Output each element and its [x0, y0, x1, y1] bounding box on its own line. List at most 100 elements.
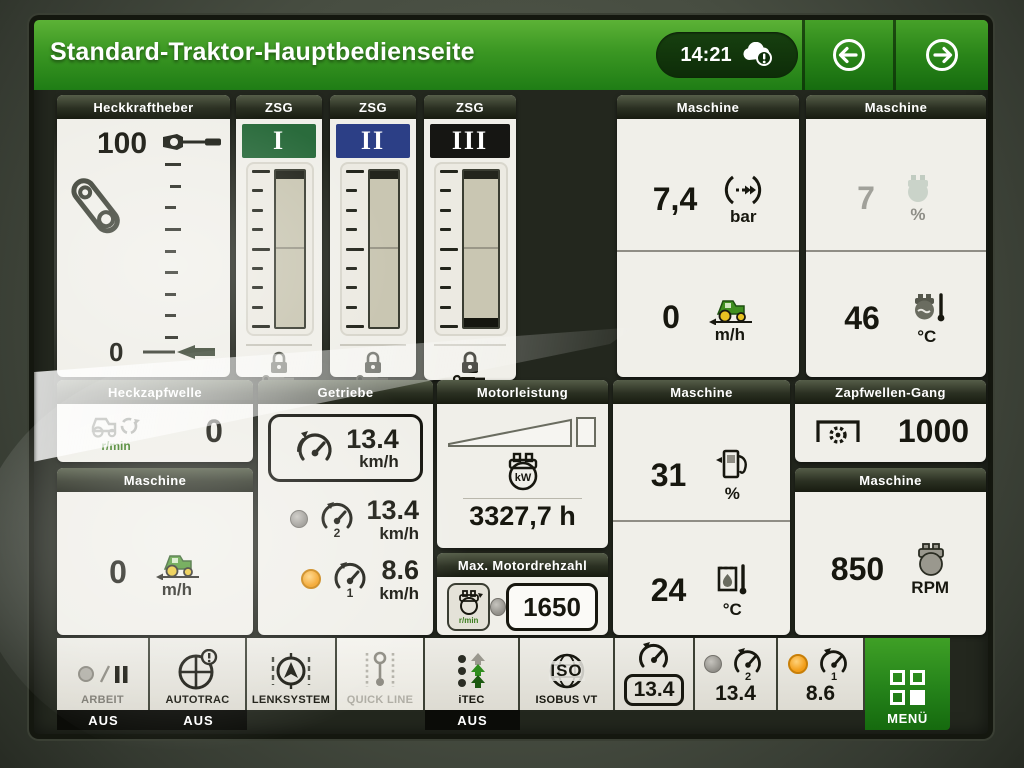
engine-icon [910, 542, 950, 578]
softkey-lenksystem[interactable]: LENKSYSTEM [247, 638, 337, 710]
panel-title: Getriebe [258, 380, 433, 404]
slider-channel [462, 169, 500, 329]
forward-button[interactable] [896, 20, 988, 90]
softkey-label: ISOBUS VT [535, 694, 598, 706]
panel-title: Maschine [617, 95, 799, 119]
tractor-speed-icon [706, 291, 754, 325]
pto-gear-value: 1000 [897, 412, 970, 449]
panel-maschine-brake-speed[interactable]: Maschine 7,4 bar 0 [617, 95, 799, 377]
zsg-2-flow-slider[interactable] [340, 162, 408, 336]
softkey-autotrac[interactable]: AUTOTRAC [150, 638, 247, 710]
pto-gear-icon [812, 414, 864, 448]
softkey-isobus-vt[interactable]: ISO ISOBUS VT [520, 638, 615, 710]
zsg-1-banner: I [242, 124, 316, 158]
speedometer-set-icon [292, 429, 336, 467]
set-speed-2-row[interactable]: 2 13.4 km/h [268, 496, 419, 542]
engine-kw-label: kW [514, 472, 531, 484]
zsg-3-numeral: III [451, 126, 489, 155]
ground-speed-cell: 0 m/h [617, 291, 799, 343]
softkey-set-speed-1[interactable]: 1 8.6 [778, 638, 865, 710]
softkey-current-speed[interactable]: 13.4 [615, 638, 695, 710]
current-speed-value: 13.4 [346, 424, 399, 454]
panel-getriebe[interactable]: Getriebe 13.4 km/h [258, 380, 433, 635]
back-arrow-icon [831, 37, 867, 73]
rear-pto-value: 0 [205, 412, 223, 449]
divider [434, 344, 506, 346]
fuel-level-value: 31 [650, 456, 687, 493]
current-speed-unit: km/h [359, 452, 399, 472]
current-speed-readout: 13.4 [623, 673, 685, 706]
header-divider [893, 20, 896, 90]
panel-title: Motorleistung [437, 380, 608, 404]
panel-maschine-oil-temp[interactable]: Maschine 7 % 46 [806, 95, 986, 377]
set-speed-1-readout: 8.6 [805, 682, 836, 705]
divider [617, 250, 799, 252]
softkey-quickline[interactable]: QUICK LINE [337, 638, 425, 710]
panel-heckzapfwelle[interactable]: Heckzapfwelle r/min 0 [57, 380, 253, 462]
divider [806, 250, 986, 252]
current-speed-button[interactable]: 13.4 km/h [268, 414, 423, 483]
panel-maschine-engine-speed[interactable]: Maschine 850 RPM [795, 468, 986, 635]
panel-zsg-1[interactable]: ZSG I [236, 95, 322, 383]
oil-temp-value: 46 [844, 299, 880, 336]
itec-status: AUS [425, 710, 520, 730]
zsg-1-flow-slider[interactable] [246, 162, 314, 336]
panel-title: ZSG [330, 95, 416, 119]
set-speed-1-unit: km/h [379, 583, 419, 603]
back-button[interactable] [805, 20, 893, 90]
rear-pto-tractor-icon [87, 411, 145, 439]
hitch-scale-min: 0 [109, 337, 124, 367]
panel-max-motordrehzahl[interactable]: Max. Motordrehzahl r/min 1650 [437, 553, 608, 635]
speedometer-1-icon: 1 [329, 559, 371, 599]
panel-zapfwellen-gang[interactable]: Zapfwellen-Gang 1000 [795, 380, 986, 462]
svg-text:2: 2 [334, 526, 341, 539]
fuel-level-cell: 31 % [613, 448, 790, 502]
panel-heckkraftheber[interactable]: Heckkraftheber 100 [57, 95, 230, 377]
softkey-set-speed-2[interactable]: 2 13.4 [695, 638, 778, 710]
softkey-itec[interactable]: iTEC [425, 638, 520, 710]
divider [340, 344, 406, 346]
menu-label: MENÜ [887, 711, 928, 726]
divider [246, 344, 312, 346]
max-engine-speed-unit: r/min [458, 615, 479, 625]
max-engine-speed-button[interactable]: r/min [447, 583, 491, 631]
ground-speed-unit: m/h [714, 325, 745, 344]
engine-rpm-icon [458, 589, 483, 615]
max-engine-speed-value-box[interactable]: 1650 [506, 583, 598, 631]
slider-ticks [248, 164, 274, 334]
ground-speed-unit: m/h [161, 580, 192, 599]
speedometer-set-icon [634, 640, 674, 672]
panel-maschine-ground-speed[interactable]: Maschine 0 m/h [57, 468, 253, 635]
ground-speed-value: 0 [109, 553, 127, 590]
speedometer-1-icon: 1 [820, 648, 847, 682]
panel-motorleistung[interactable]: Motorleistung kW [437, 380, 608, 548]
hitch-position-pointer-icon [161, 131, 223, 153]
panel-title: Heckkraftheber [57, 95, 230, 119]
softkey-arbeit[interactable]: ARBEIT [57, 638, 150, 710]
set-speed-2-indicator [704, 655, 722, 673]
panel-zsg-3[interactable]: ZSG III [424, 95, 516, 384]
oil-temp-unit: °C [917, 327, 937, 346]
zsg-2-banner: II [336, 124, 410, 158]
max-engine-speed-indicator [490, 598, 506, 616]
softkey-label: AUTOTRAC [165, 694, 230, 706]
panel-maschine-fuel-temp[interactable]: Maschine 31 % 24 [613, 380, 790, 635]
set-speed-2-icon-group: 2 [704, 646, 767, 682]
menu-grid-icon [890, 670, 925, 705]
fluid-temp-unit: °C [722, 600, 742, 619]
itec-sequence-icon [452, 651, 492, 691]
title-bar: Standard-Traktor-Hauptbedienseite 14:21 [34, 20, 988, 90]
panel-title: Zapfwellen-Gang [795, 380, 986, 404]
brake-pressure-cell: 7,4 bar [617, 173, 799, 225]
lock-coupler-icon [262, 351, 294, 383]
fuel-level-unit: % [724, 484, 740, 503]
hitch-scale-ticks [165, 163, 181, 339]
menu-button[interactable]: MENÜ [865, 638, 950, 730]
time-status-button[interactable]: 14:21 [656, 32, 798, 78]
zsg-3-flow-slider[interactable] [434, 162, 508, 336]
panel-zsg-2[interactable]: ZSG II [330, 95, 416, 383]
set-speed-1-indicator [301, 569, 322, 590]
oil-level-value: 7 [857, 179, 875, 216]
set-speed-1-row[interactable]: 1 8.6 km/h [268, 556, 419, 602]
